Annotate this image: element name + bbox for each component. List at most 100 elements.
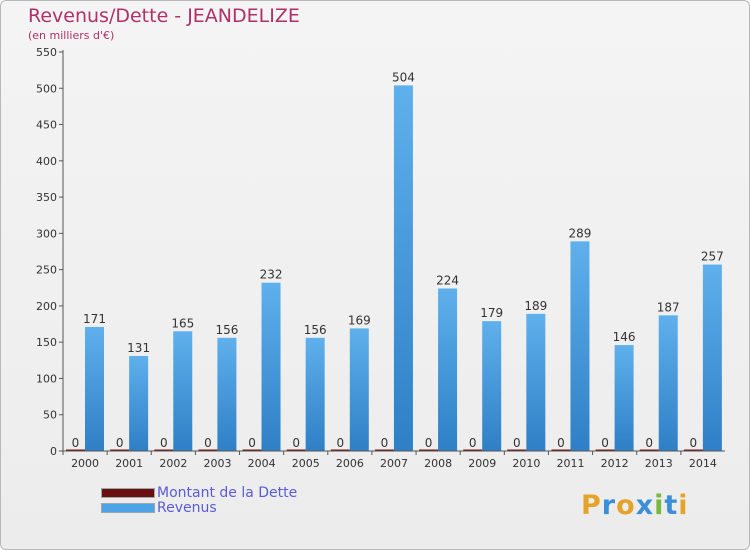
debt-value-label: 0 (690, 436, 698, 450)
revenue-bar (173, 331, 193, 451)
revenue-bar (570, 241, 590, 451)
debt-value-label: 0 (601, 436, 609, 450)
logo-letter: r (601, 490, 617, 521)
debt-bar (551, 449, 571, 451)
y-tick-label: 0 (50, 445, 57, 458)
logo-letter: i (654, 490, 665, 521)
debt-value-label: 0 (248, 436, 256, 450)
debt-bar (595, 449, 615, 451)
revenue-value-label: 171 (83, 312, 106, 326)
x-tick-label: 2009 (468, 457, 496, 470)
revenue-value-label: 189 (524, 299, 547, 313)
revenue-value-label: 289 (569, 226, 592, 240)
y-tick-label: 450 (36, 119, 57, 132)
revenue-value-label: 169 (348, 313, 371, 327)
x-tick-label: 2007 (380, 457, 408, 470)
y-tick-label: 400 (36, 155, 57, 168)
debt-value-label: 0 (72, 436, 80, 450)
y-tick-label: 300 (36, 227, 57, 240)
logo-letter: t (664, 490, 679, 521)
debt-bar (154, 449, 174, 451)
chart-title: Revenus/Dette - JEANDELIZE (28, 5, 300, 27)
y-tick-label: 550 (36, 46, 57, 59)
revenue-bar (702, 264, 722, 451)
x-tick-label: 2000 (71, 457, 99, 470)
debt-value-label: 0 (116, 436, 124, 450)
revenue-bar (482, 321, 502, 451)
debt-bar (374, 449, 394, 451)
x-tick-label: 2012 (601, 457, 629, 470)
revenue-bar (614, 345, 634, 451)
revenue-value-label: 131 (127, 341, 150, 355)
y-tick-label: 50 (43, 409, 57, 422)
legend-swatch-dette (101, 488, 155, 498)
revenue-bar (85, 326, 104, 451)
legend-label-dette: Montant de la Dette (157, 485, 298, 501)
y-tick-label: 150 (36, 336, 57, 349)
revenue-value-label: 257 (701, 250, 724, 264)
legend-item-revenus: Revenus (101, 500, 217, 516)
logo-letter: o (616, 490, 636, 521)
revenue-bar (393, 85, 413, 451)
revenue-bar (526, 313, 546, 451)
revenue-bar (129, 355, 149, 451)
debt-value-label: 0 (469, 436, 477, 450)
y-tick-label: 350 (36, 191, 57, 204)
revenue-value-label: 165 (171, 316, 194, 330)
y-tick-label: 250 (36, 264, 57, 277)
debt-bar (66, 449, 85, 451)
debt-value-label: 0 (204, 436, 212, 450)
debt-bar (507, 449, 527, 451)
chart-subtitle: (en milliers d'€) (28, 29, 115, 42)
revenue-value-label: 179 (480, 306, 503, 320)
logo-letter: i (678, 490, 689, 521)
debt-bar (242, 449, 262, 451)
debt-value-label: 0 (557, 436, 565, 450)
bars: 0 171 0 131 0 165 0 156 0 232 0 156 0 169 0 504 0 224 0 179… (66, 70, 724, 451)
debt-value-label: 0 (160, 436, 168, 450)
debt-bar (330, 449, 350, 451)
revenue-bar (261, 282, 281, 451)
revenue-value-label: 224 (436, 273, 459, 287)
debt-bar (286, 449, 306, 451)
x-tick-label: 2006 (336, 457, 364, 470)
legend-label-revenus: Revenus (157, 500, 217, 516)
y-axis: 0 50 100 150 200 250 300 350 400 450 500 550 (36, 46, 64, 458)
revenue-value-label: 156 (304, 323, 327, 337)
revenue-value-label: 232 (260, 268, 283, 282)
debt-bar (639, 449, 659, 451)
revenue-bar (217, 337, 237, 451)
debt-value-label: 0 (336, 436, 344, 450)
x-axis: 2000 2001 2002 2003 2004 2005 2006 2007 2008 2009… (62, 450, 725, 470)
debt-bar (110, 449, 130, 451)
y-tick-label: 500 (36, 82, 57, 95)
debt-value-label: 0 (292, 436, 300, 450)
debt-bar (419, 449, 439, 451)
x-tick-label: 2004 (248, 457, 276, 470)
x-tick-label: 2003 (203, 457, 231, 470)
debt-bar (683, 449, 703, 451)
y-tick-label: 200 (36, 300, 57, 313)
revenue-bar (305, 337, 325, 451)
logo-letter: P (581, 490, 602, 521)
debt-value-label: 0 (425, 436, 433, 450)
debt-bar (463, 449, 483, 451)
debt-value-label: 0 (645, 436, 653, 450)
debt-value-label: 0 (381, 436, 389, 450)
legend-item-dette: Montant de la Dette (101, 485, 297, 501)
x-tick-label: 2014 (689, 457, 717, 470)
x-tick-label: 2011 (557, 457, 585, 470)
revenue-bar (658, 315, 678, 451)
x-tick-label: 2008 (424, 457, 452, 470)
revenue-value-label: 187 (657, 300, 680, 314)
legend-swatch-revenus (101, 503, 155, 513)
debt-bar (198, 449, 218, 451)
y-tick-label: 100 (36, 372, 57, 385)
x-tick-label: 2010 (512, 457, 540, 470)
x-tick-label: 2013 (645, 457, 673, 470)
revenue-bar (438, 288, 458, 451)
revenue-value-label: 156 (215, 323, 238, 337)
revenue-value-label: 146 (613, 330, 636, 344)
